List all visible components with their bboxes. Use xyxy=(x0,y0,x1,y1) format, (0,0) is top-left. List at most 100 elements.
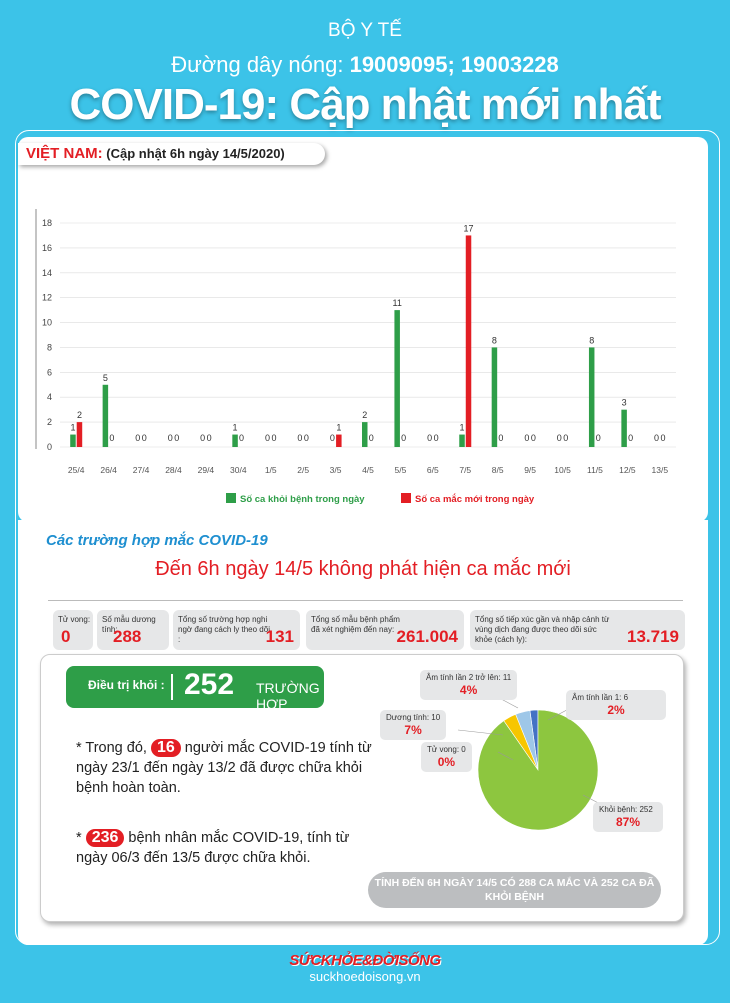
legend-label: Số ca khỏi bệnh trong ngày xyxy=(240,494,365,505)
bar xyxy=(76,422,83,447)
bar-data-label: 0 xyxy=(265,433,270,443)
bar-data-label: 1 xyxy=(336,423,341,433)
x-tick-label: 28/4 xyxy=(165,465,182,475)
x-tick-label: 25/4 xyxy=(68,465,85,475)
brand-url[interactable]: suckhoedoisong.vn xyxy=(309,969,421,984)
bar-data-label: 0 xyxy=(142,433,147,443)
stat-value: 261.004 xyxy=(396,627,458,646)
stat-label: Tổng số mẫu bệnh phẩm đã xét nghiệm đến … xyxy=(311,615,400,634)
stat-value: 0 xyxy=(61,627,71,646)
note-number: 16 xyxy=(150,739,181,757)
stat-value: 288 xyxy=(113,627,142,646)
stat-value: 13.719 xyxy=(627,627,679,646)
bar-data-label: 0 xyxy=(109,433,114,443)
bar-data-label: 2 xyxy=(362,410,367,420)
pie-label-percent: 0% xyxy=(437,755,456,769)
bar-data-label: 8 xyxy=(589,335,594,345)
pie-leader-line xyxy=(497,751,514,761)
bar-data-label: 0 xyxy=(661,433,666,443)
bar-data-label: 0 xyxy=(304,433,309,443)
hotline: Đường dây nóng: 19009095; 19003228 xyxy=(0,52,730,78)
hotline-label: Đường dây nóng: xyxy=(171,52,344,77)
bar-data-label: 0 xyxy=(239,433,244,443)
bar xyxy=(465,235,472,447)
bar xyxy=(102,384,109,447)
pie-slice xyxy=(477,709,599,831)
legend-swatch xyxy=(226,493,236,503)
pie-label-neg2: Âm tính lần 2 trở lên: 11 4% xyxy=(420,670,518,700)
pill-divider xyxy=(171,674,174,700)
cases-card: Các trường hợp mắc COVID-19 Đến 6h ngày … xyxy=(18,520,708,945)
x-tick-label: 10/5 xyxy=(554,465,571,475)
stat-value: 131 xyxy=(265,627,294,646)
pie-label-percent: 2% xyxy=(607,703,625,717)
bar-data-label: 1 xyxy=(233,423,238,433)
y-tick-label: 8 xyxy=(47,342,52,352)
bar-data-label: 3 xyxy=(622,398,627,408)
bar-data-label: 0 xyxy=(271,433,276,443)
bar xyxy=(621,409,627,447)
x-tick-label: 29/4 xyxy=(198,465,215,475)
x-tick-label: 11/5 xyxy=(587,465,603,475)
bar xyxy=(588,347,595,447)
bar-data-label: 5 xyxy=(103,373,108,383)
pie-label-text: Tử vong: 0 xyxy=(427,745,466,754)
stat-quarantine: Tổng số trường hợp nghi ngờ đang cách ly… xyxy=(173,610,300,650)
y-tick-label: 18 xyxy=(42,218,52,228)
chart-card: 0 2 4 6 8 10 12 14 16 18 25/4 1 2 26/4 5 0 27/4 0 0 28/4 0 0 2… xyxy=(18,137,708,522)
x-tick-label: 12/5 xyxy=(619,465,636,475)
pie-label-percent: 7% xyxy=(404,723,422,737)
bar-data-label: 0 xyxy=(596,433,601,443)
bar-data-label: 2 xyxy=(77,410,82,420)
legend-swatch xyxy=(401,493,411,503)
pie-label-positive: Dương tính: 10 7% xyxy=(380,710,447,740)
y-tick-label: 12 xyxy=(42,293,52,303)
stat-label: Tổng số trường hợp nghi ngờ đang cách ly… xyxy=(178,615,270,644)
bar-data-label: 0 xyxy=(434,433,439,443)
bar-data-label: 0 xyxy=(498,433,503,443)
bar xyxy=(459,434,465,447)
x-tick-label: 9/5 xyxy=(524,465,536,475)
org-name: BỘ Y TẾ xyxy=(328,20,402,41)
y-tick-label: 10 xyxy=(42,318,52,328)
y-tick-label: 14 xyxy=(42,268,52,278)
stat-label: Tổng số tiếp xúc gần và nhập cảnh từ vùn… xyxy=(475,615,610,644)
bar-data-label: 0 xyxy=(207,433,212,443)
section-subtitle: Đến 6h ngày 14/5 không phát hiện ca mắc … xyxy=(155,558,571,580)
bar-data-label: 0 xyxy=(557,433,562,443)
legend-label: Số ca mắc mới trong ngày xyxy=(415,493,535,505)
x-tick-label: 27/4 xyxy=(133,465,150,475)
y-tick-label: 0 xyxy=(47,442,52,452)
recovered-number: 252 xyxy=(184,668,235,701)
bar-data-label: 0 xyxy=(531,433,536,443)
bar-data-label: 0 xyxy=(168,433,173,443)
note-number: 236 xyxy=(85,829,125,847)
bar-data-label: 0 xyxy=(628,433,633,443)
bar-data-label: 11 xyxy=(392,298,401,308)
bar xyxy=(491,347,498,447)
x-tick-label: 3/5 xyxy=(330,465,342,475)
pie-label-deaths: Tử vong: 0 0% xyxy=(421,742,472,772)
x-tick-label: 26/4 xyxy=(100,465,117,475)
x-tick-label: 7/5 xyxy=(459,465,471,475)
recovered-label: Điều trị khỏi : xyxy=(88,678,165,692)
bar-data-label: 0 xyxy=(524,433,529,443)
hotline-numbers: 19009095; 19003228 xyxy=(349,52,559,77)
recovered-unit: TRƯỜNG HỢP xyxy=(256,680,320,712)
bar-data-label: 0 xyxy=(654,433,659,443)
note-first-wave: * Trong đó, 16 người mắc COVID-19 tính t… xyxy=(76,738,376,798)
brand-footer: SỨCKHỎE&ĐỜISỐNG suckhoedoisong.vn xyxy=(0,952,730,984)
pie-label-percent: 87% xyxy=(615,815,641,829)
conclusion-banner: TÍNH ĐẾN 6H NGÀY 14/5 CÓ 288 CA MẮC VÀ 2… xyxy=(368,872,661,908)
bar-data-label: 1 xyxy=(70,423,75,433)
bar-data-label: 17 xyxy=(464,223,474,233)
pie-label-text: Âm tính lần 2 trở lên: 11 xyxy=(426,673,512,682)
x-tick-label: 4/5 xyxy=(362,465,374,475)
y-tick-label: 16 xyxy=(42,243,52,253)
note-text: người mắc COVID-19 tính từ ngày 23/1 đến… xyxy=(76,740,372,796)
pie-label-recovered: Khỏi bệnh: 252 87% xyxy=(593,802,663,832)
bar xyxy=(394,310,400,447)
stat-contacts: Tổng số tiếp xúc gần và nhập cảnh từ vùn… xyxy=(470,610,685,650)
note-text: bệnh nhân mắc COVID-19, tính từ ngày 06/… xyxy=(76,830,350,866)
